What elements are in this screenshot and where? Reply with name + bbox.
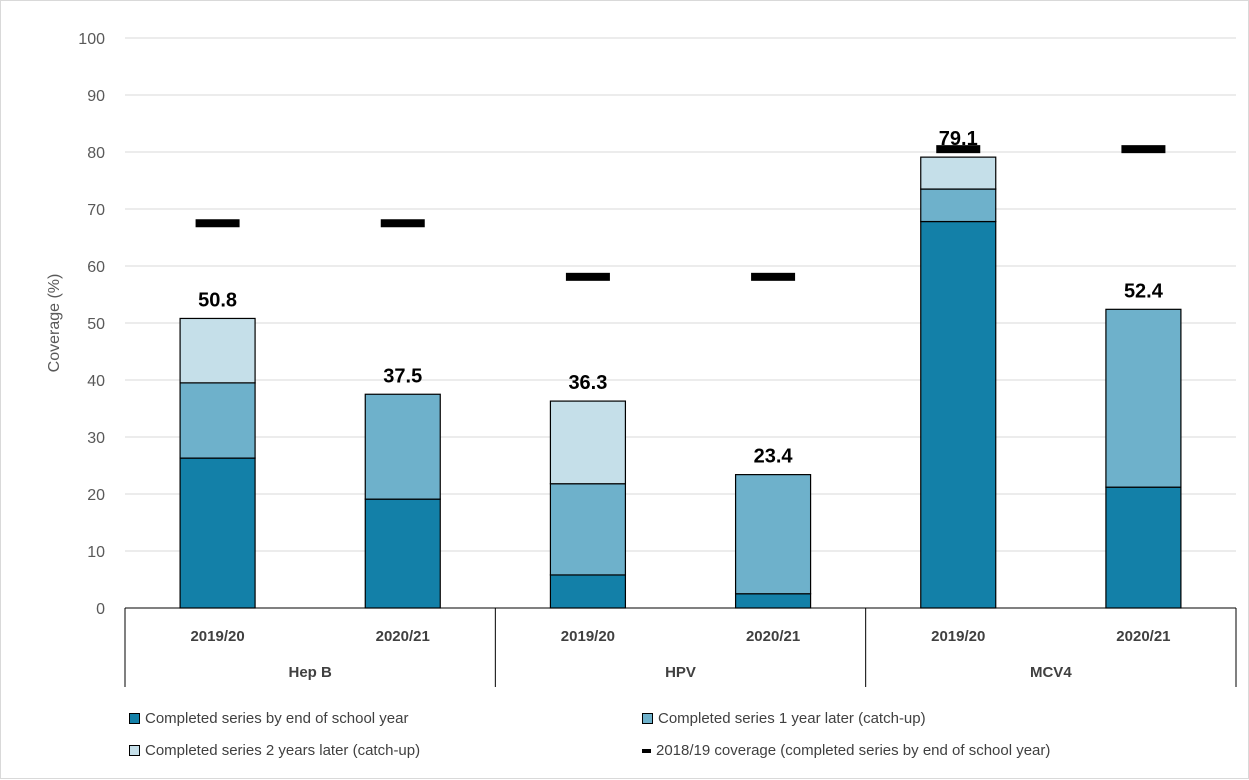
y-axis-label: Coverage (%) <box>46 274 63 373</box>
reference-marker <box>1121 145 1166 154</box>
bar-segment-1 <box>549 574 627 609</box>
y-tick-label: 40 <box>87 373 105 390</box>
reference-marker <box>936 145 981 154</box>
y-tick-label: 10 <box>87 544 105 561</box>
legend-label: Completed series 2 years later (catch-up… <box>145 742 421 759</box>
data-label: 52.4 <box>1124 280 1164 302</box>
legend-item-completed-by-end: Completed series by end of school year <box>129 710 408 727</box>
bar-segment-3 <box>549 400 627 485</box>
bar-segment-2 <box>364 393 441 500</box>
y-tick-label: 50 <box>87 316 105 333</box>
data-label: 79.1 <box>939 128 978 150</box>
legend-marker-2018-19-coverage <box>642 748 651 753</box>
x-tick-label: 2019/20 <box>190 628 244 645</box>
legend-swatch-1-year-later <box>642 713 653 724</box>
data-label: 37.5 <box>383 365 422 387</box>
bar-segment-1 <box>734 593 812 609</box>
group-label: HPV <box>665 664 696 681</box>
x-tick-label: 2019/20 <box>561 628 615 645</box>
bar-segment-3 <box>179 317 256 384</box>
legend-item-1-year-later: Completed series 1 year later (catch-up) <box>642 710 926 727</box>
reference-marker <box>751 272 796 281</box>
legend-swatch-2-years-later <box>129 745 140 756</box>
bar-segment-1 <box>179 457 256 609</box>
reference-marker <box>380 219 425 228</box>
x-tick-label: 2019/20 <box>931 628 985 645</box>
y-tick-label: 20 <box>87 487 105 504</box>
y-tick-label: 30 <box>87 430 105 447</box>
bar-segment-2 <box>549 483 627 576</box>
data-label: 50.8 <box>198 289 237 311</box>
y-tick-label: 60 <box>87 259 105 276</box>
bar-segment-1 <box>920 220 997 609</box>
bar-segment-1 <box>364 498 441 609</box>
bar-segment-2 <box>734 474 812 595</box>
group-label: MCV4 <box>1030 664 1072 681</box>
x-tick-label: 2020/21 <box>376 628 430 645</box>
legend-label: 2018/19 coverage (completed series by en… <box>656 742 1051 759</box>
legend-item-2018-19-coverage: 2018/19 coverage (completed series by en… <box>642 742 1050 759</box>
y-tick-label: 90 <box>87 88 105 105</box>
group-label: Hep B <box>288 664 332 681</box>
bar-segment-3 <box>920 156 997 190</box>
y-tick-label: 0 <box>96 601 105 618</box>
data-label: 36.3 <box>568 372 607 394</box>
y-tick-label: 70 <box>87 202 105 219</box>
bar-segment-1 <box>1105 486 1182 609</box>
reference-marker <box>195 219 240 228</box>
reference-marker <box>565 272 610 281</box>
legend-label: Completed series 1 year later (catch-up) <box>658 710 926 727</box>
legend-item-2-years-later: Completed series 2 years later (catch-up… <box>129 742 420 759</box>
bar-segment-2 <box>179 382 256 459</box>
x-tick-label: 2020/21 <box>1116 628 1170 645</box>
data-label: 23.4 <box>754 446 794 468</box>
bar-segment-2 <box>1105 308 1182 488</box>
y-tick-label: 80 <box>87 145 105 162</box>
legend-swatch-completed-by-end <box>129 713 140 724</box>
x-tick-label: 2020/21 <box>746 628 800 645</box>
bar-segment-2 <box>920 188 997 223</box>
legend-label: Completed series by end of school year <box>145 710 409 727</box>
y-tick-label: 100 <box>78 31 105 48</box>
